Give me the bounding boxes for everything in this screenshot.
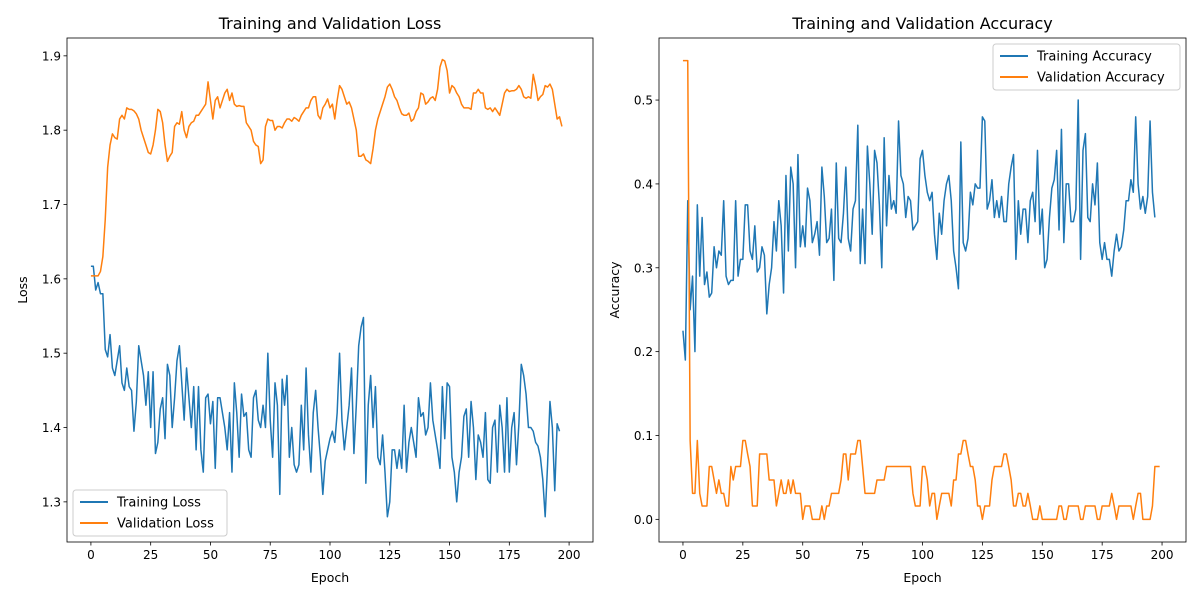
series-line-validation-loss: [90, 58, 563, 277]
x-tick-label: 175: [1091, 548, 1114, 562]
y-axis-label: Loss: [15, 276, 30, 303]
x-axis-label: Epoch: [311, 570, 349, 585]
legend-label: Training Accuracy: [1036, 50, 1152, 65]
x-tick-label: 0: [87, 548, 95, 562]
y-tick-label: 1.3: [42, 495, 61, 509]
legend: Training Loss Validation Loss: [72, 489, 228, 537]
x-tick-label: 100: [911, 548, 934, 562]
legend-box: [72, 489, 228, 537]
chart-title: Training and Validation Accuracy: [791, 14, 1053, 33]
y-axis-label: Accuracy: [607, 261, 622, 319]
y-tick-label: 1.5: [42, 347, 61, 361]
x-tick-label: 25: [735, 548, 750, 562]
series-line-validation-accuracy: [682, 59, 1160, 521]
x-tick-label: 125: [378, 548, 401, 562]
y-tick-label: 1.8: [42, 124, 61, 138]
y-tick-label: 1.6: [42, 272, 61, 286]
x-tick-label: 125: [971, 548, 994, 562]
x-tick-label: 25: [143, 548, 158, 562]
chart-title: Training and Validation Loss: [218, 14, 442, 33]
x-tick-label: 0: [679, 548, 687, 562]
y-tick-label: 0.3: [634, 261, 653, 275]
y-tick-label: 0.4: [634, 177, 653, 191]
x-tick-label: 100: [319, 548, 342, 562]
y-tick-label: 1.7: [42, 198, 61, 212]
y-tick-label: 1.9: [42, 49, 61, 63]
legend-label: Validation Loss: [117, 517, 214, 532]
x-tick-label: 150: [438, 548, 461, 562]
y-tick-label: 0.2: [634, 345, 653, 359]
accuracy-chart: 0 25 50 75 100 125 150 175 200 0.0 0.1 0.2 0.3 0.4 0.5…: [607, 14, 1187, 585]
y-tick-label: 0.5: [634, 94, 653, 108]
y-tick-label: 1.4: [42, 421, 61, 435]
y-tick-label: 0.0: [634, 513, 653, 527]
x-tick-label: 200: [558, 548, 581, 562]
legend-label: Training Loss: [116, 496, 201, 511]
y-tick-label: 0.1: [634, 429, 653, 443]
x-tick-label: 75: [855, 548, 870, 562]
x-tick-label: 50: [203, 548, 218, 562]
loss-chart: 0 25 50 75 100 125 150 175 200 1.3 1.4 1.5 1.6 1.7 1.8…: [15, 14, 594, 585]
legend-box: [992, 43, 1181, 91]
x-axis-label: Epoch: [903, 570, 941, 585]
x-tick-label: 50: [795, 548, 810, 562]
x-tick-label: 150: [1031, 548, 1054, 562]
x-tick-label: 200: [1151, 548, 1174, 562]
series-line-training-accuracy: [682, 99, 1156, 361]
series-line-training-loss: [90, 265, 561, 518]
x-tick-label: 175: [498, 548, 521, 562]
x-tick-label: 75: [263, 548, 278, 562]
legend: Training Accuracy Validation Accuracy: [992, 43, 1181, 91]
legend-label: Validation Accuracy: [1037, 71, 1165, 86]
